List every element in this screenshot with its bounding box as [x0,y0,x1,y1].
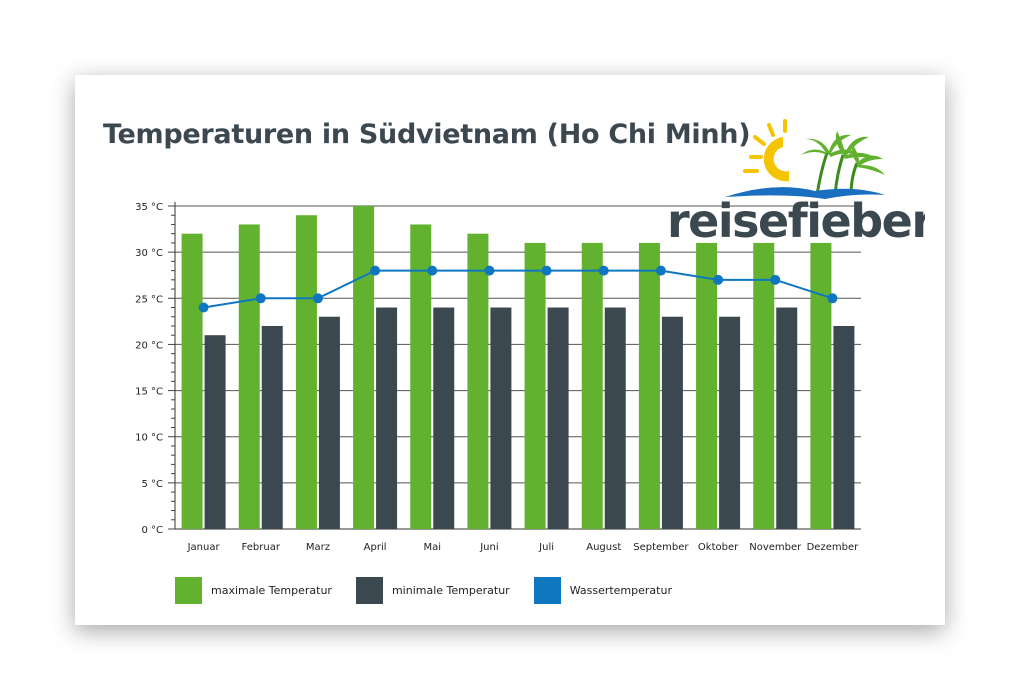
legend-swatch-max [175,577,202,604]
x-tick-label: September [633,542,689,553]
legend-item-water: Wassertemperatur [533,577,672,604]
x-tick-label: Januar [187,542,221,553]
y-tick-label: 0 °C [141,525,163,536]
bar-max-4 [353,206,375,529]
legend-label-water: Wassertemperatur [569,584,672,597]
y-tick-label: 35 °C [135,202,163,213]
bar-max-12 [810,242,832,529]
x-tick-label: Juni [479,542,498,553]
water-point-4 [370,265,381,276]
x-tick-label: Oktober [698,542,739,553]
water-point-7 [541,265,552,276]
chart-title: Temperaturen in Südvietnam (Ho Chi Minh) [103,119,751,150]
legend-item-max: maximale Temperatur [175,577,332,604]
bar-min-1 [204,335,226,529]
y-tick-label: 20 °C [135,340,163,351]
bar-max-1 [181,233,203,529]
bar-min-9 [661,316,683,529]
water-point-2 [255,293,266,304]
bar-min-4 [376,307,398,529]
bar-min-12 [833,325,855,529]
reisefieber-logo: reisefieber [667,119,925,245]
legend: maximale Temperatur minimale Temperatur … [175,577,696,604]
chart-card: Temperaturen in Südvietnam (Ho Chi Minh)… [75,75,945,625]
bar-max-5 [410,224,432,529]
bar-min-11 [776,307,798,529]
legend-swatch-min [355,577,383,604]
x-tick-label: Marz [306,542,330,553]
water-point-10 [713,274,724,285]
bar-min-3 [318,316,340,529]
x-tick-label: Februar [242,542,281,553]
bar-min-5 [433,307,455,529]
bar-max-7 [524,242,546,529]
water-temperature-line [203,269,833,309]
y-tick-label: 10 °C [135,433,163,444]
water-point-12 [827,293,838,304]
x-tick-label: November [749,542,802,553]
water-point-3 [312,293,323,304]
bar-min-2 [261,325,283,529]
bar-max-6 [467,233,489,529]
bar-max-10 [696,242,718,529]
y-tick-label: 30 °C [135,248,163,259]
x-tick-label: Mai [423,542,441,553]
bar-max-3 [295,215,317,529]
legend-label-min: minimale Temperatur [391,584,510,597]
wave-icon [725,187,885,199]
bar-min-6 [490,307,512,529]
temperature-chart: 0 °C 5 °C 10 °C 15 °C 20 °C 25 °C 30 °C 35 °C Ja… [135,202,861,553]
y-tick-label: 5 °C [141,479,163,490]
water-point-5 [427,265,438,276]
bar-max-9 [638,242,660,529]
sun-icon [743,119,789,182]
bar-max-11 [753,242,775,529]
bar-max-8 [581,242,603,529]
bar-max-2 [238,224,260,529]
y-tick-label: 25 °C [135,294,163,305]
x-tick-label: April [364,542,387,553]
water-point-11 [770,274,781,285]
x-tick-label: Juli [538,542,554,553]
y-tick-label: 15 °C [135,387,163,398]
legend-label-max: maximale Temperatur [211,584,332,597]
x-tick-label: August [586,542,621,553]
palm-trees-icon [801,131,885,196]
water-point-6 [484,265,495,276]
bar-min-10 [719,316,741,529]
water-point-9 [655,265,666,276]
bar-min-8 [604,307,626,529]
bar-min-7 [547,307,569,529]
water-point-1 [198,302,209,313]
legend-swatch-water [533,577,561,604]
water-point-8 [598,265,609,276]
legend-item-min: minimale Temperatur [355,577,510,604]
x-tick-label: Dezember [807,542,859,553]
logo-wordmark: reisefieber [667,194,925,245]
